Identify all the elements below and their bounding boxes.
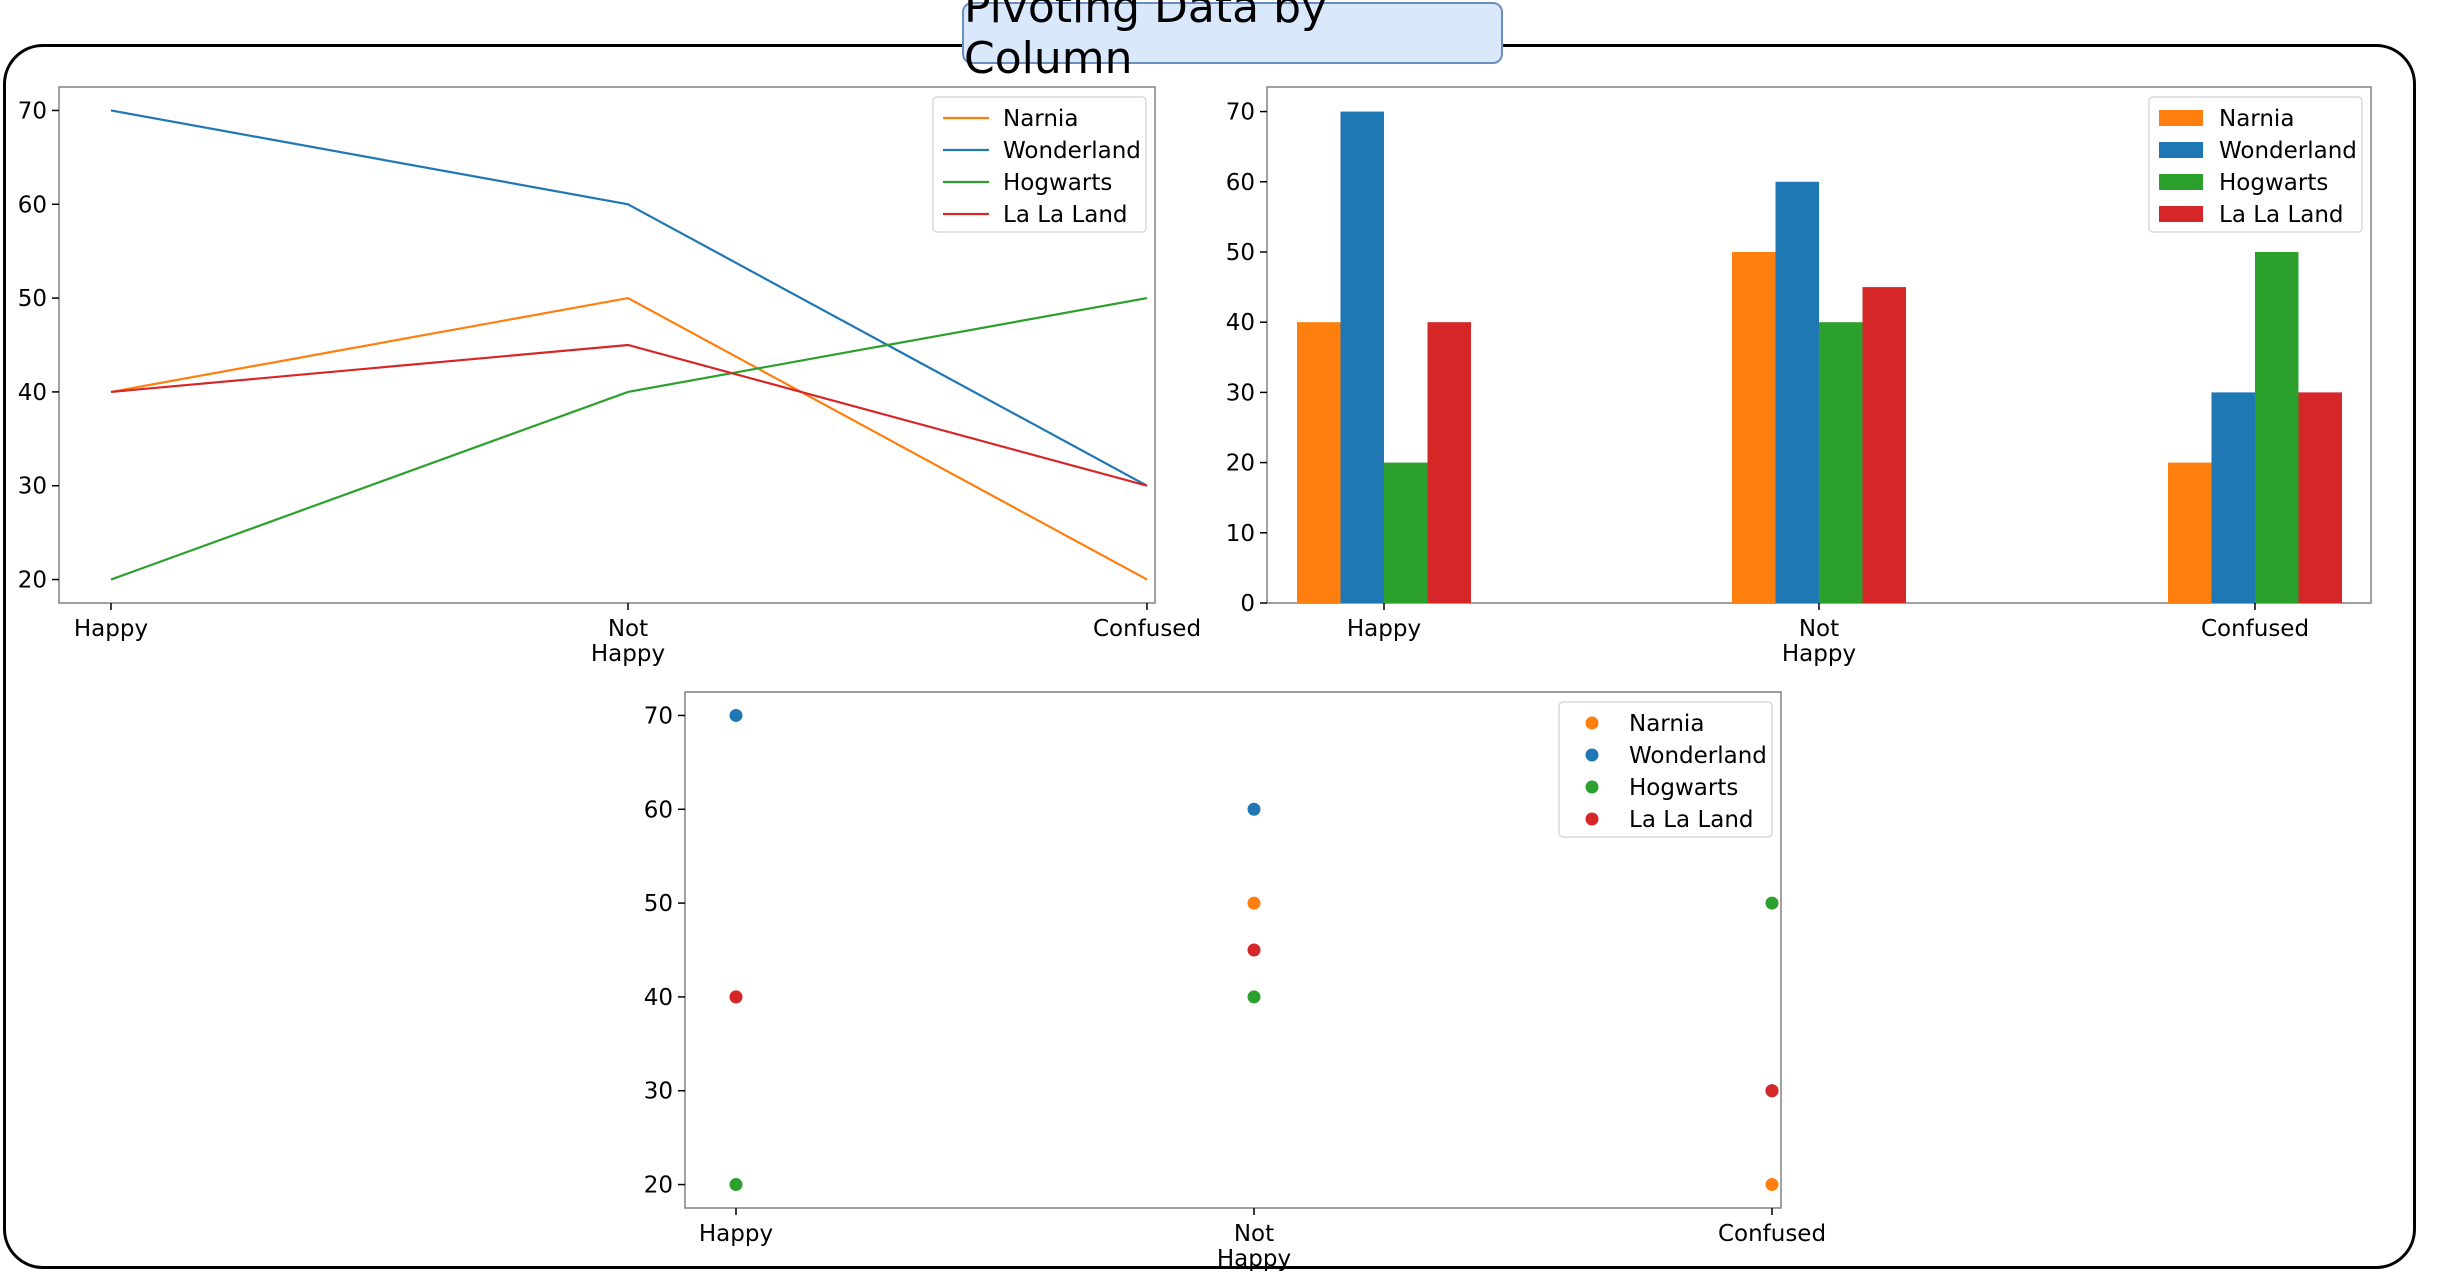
line-x-tick-label: Happy <box>74 616 148 642</box>
scatter-x-tick-label: Not Happy <box>1217 1221 1291 1272</box>
legend-point-swatch <box>1585 716 1599 730</box>
scatter-point-narnia <box>1765 1178 1779 1192</box>
legend-bar-swatch <box>2159 110 2203 126</box>
line-y-tick-label: 60 <box>18 192 47 218</box>
bar-chart: 0 10 20 30 40 50 60 70 Happy Not Happy Confused Narn… <box>1226 86 2372 667</box>
legend-label: Wonderland <box>1629 743 1767 769</box>
bar-x-tick-label: Confused <box>2201 616 2309 642</box>
bar-hogwarts <box>1819 322 1863 603</box>
bar-x-tick-label: Not Happy <box>1782 616 1856 667</box>
scatter-y-tick-label: 70 <box>644 703 673 729</box>
scatter-y-tick-label: 30 <box>644 1079 673 1105</box>
bar-hogwarts <box>2255 251 2299 603</box>
legend-label: Hogwarts <box>2219 170 2328 196</box>
scatter-point-narnia <box>1247 896 1261 910</box>
bar-la-la-land <box>1862 287 1906 603</box>
scatter-y-tick-label: 20 <box>644 1173 673 1199</box>
line-series-la-la-land <box>110 343 1148 487</box>
legend-label: La La Land <box>1003 202 1128 228</box>
legend-label: Hogwarts <box>1003 170 1112 196</box>
line-legend-box <box>932 96 1147 233</box>
bar-y-tick-label: 50 <box>1226 240 1255 266</box>
bar-la-la-land <box>1427 322 1471 603</box>
line-y-tick-label: 40 <box>18 380 47 406</box>
legend-bar-swatch <box>2159 206 2203 222</box>
scatter-point-la-la-land <box>1765 1084 1779 1098</box>
legend-point-swatch <box>1585 812 1599 826</box>
line-legend: Narnia Wonderland Hogwarts La La Land <box>932 96 1147 233</box>
scatter-y-tick-label: 40 <box>644 985 673 1011</box>
scatter-y-tick-label: 60 <box>644 797 673 823</box>
line-y-tick-label: 50 <box>18 286 47 312</box>
scatter-x-tick-label: Happy <box>699 1221 773 1247</box>
legend-label: Hogwarts <box>1629 775 1738 801</box>
bar-wonderland <box>1340 111 1384 604</box>
scatter-point-hogwarts <box>1765 896 1779 910</box>
legend-bar-swatch <box>2159 142 2203 158</box>
legend-label: Narnia <box>1629 711 1704 737</box>
bar-x-tick-label: Happy <box>1347 616 1421 642</box>
scatter-point-wonderland <box>1247 802 1261 816</box>
bar-narnia <box>1732 251 1776 603</box>
line-series-hogwarts <box>110 297 1148 581</box>
bar-y-tick-label: 40 <box>1226 310 1255 336</box>
bar-hogwarts <box>1384 462 1428 603</box>
line-x-tick-label: Confused <box>1093 616 1201 642</box>
bar-wonderland <box>2211 392 2255 603</box>
bar-narnia <box>2168 462 2212 603</box>
legend-label: La La Land <box>1629 807 1754 833</box>
scatter-x-tick-label: Confused <box>1718 1221 1826 1247</box>
line-chart: 20 30 40 50 60 70 Happy Not Happy Confused Narnia W… <box>18 86 1201 667</box>
scatter-point-la-la-land <box>729 990 743 1004</box>
line-y-tick-label: 20 <box>18 568 47 594</box>
legend-bar-swatch <box>2159 174 2203 190</box>
legend-label: Wonderland <box>2219 138 2357 164</box>
scatter-point-wonderland <box>729 708 743 722</box>
scatter-legend-box <box>1558 701 1773 838</box>
bar-legend: Narnia Wonderland Hogwarts La La Land <box>2148 96 2363 233</box>
legend-point-swatch <box>1585 748 1599 762</box>
line-series-wonderland <box>110 109 1148 487</box>
line-y-tick-label: 30 <box>18 474 47 500</box>
bar-la-la-land <box>2298 392 2342 603</box>
bar-narnia <box>1297 322 1341 603</box>
bar-wonderland <box>1775 181 1819 603</box>
bar-y-tick-label: 20 <box>1226 451 1255 477</box>
line-y-tick-label: 70 <box>18 98 47 124</box>
legend-label: Wonderland <box>1003 138 1141 164</box>
scatter-point-hogwarts <box>729 1178 743 1192</box>
bar-y-tick-label: 30 <box>1226 380 1255 406</box>
bar-legend-box <box>2148 96 2363 233</box>
bar-y-tick-label: 10 <box>1226 521 1255 547</box>
bar-y-tick-label: 70 <box>1226 100 1255 126</box>
line-x-tick-label: Not Happy <box>591 616 665 667</box>
legend-label: Narnia <box>1003 106 1078 132</box>
bar-y-tick-label: 0 <box>1240 591 1255 617</box>
legend-label: La La Land <box>2219 202 2344 228</box>
scatter-y-tick-label: 50 <box>644 891 673 917</box>
scatter-legend: Narnia Wonderland Hogwarts La La Land <box>1558 701 1773 838</box>
bar-y-tick-label: 60 <box>1226 170 1255 196</box>
legend-label: Narnia <box>2219 106 2294 132</box>
page-title: Pivoting Data by Column <box>962 0 1503 84</box>
line-series-narnia <box>110 296 1148 581</box>
legend-point-swatch <box>1585 780 1599 794</box>
scatter-point-la-la-land <box>1247 943 1261 957</box>
scatter-chart: 20 30 40 50 60 70 Happy Not Happy Confused Narnia W… <box>644 691 1826 1272</box>
scatter-point-hogwarts <box>1247 990 1261 1004</box>
